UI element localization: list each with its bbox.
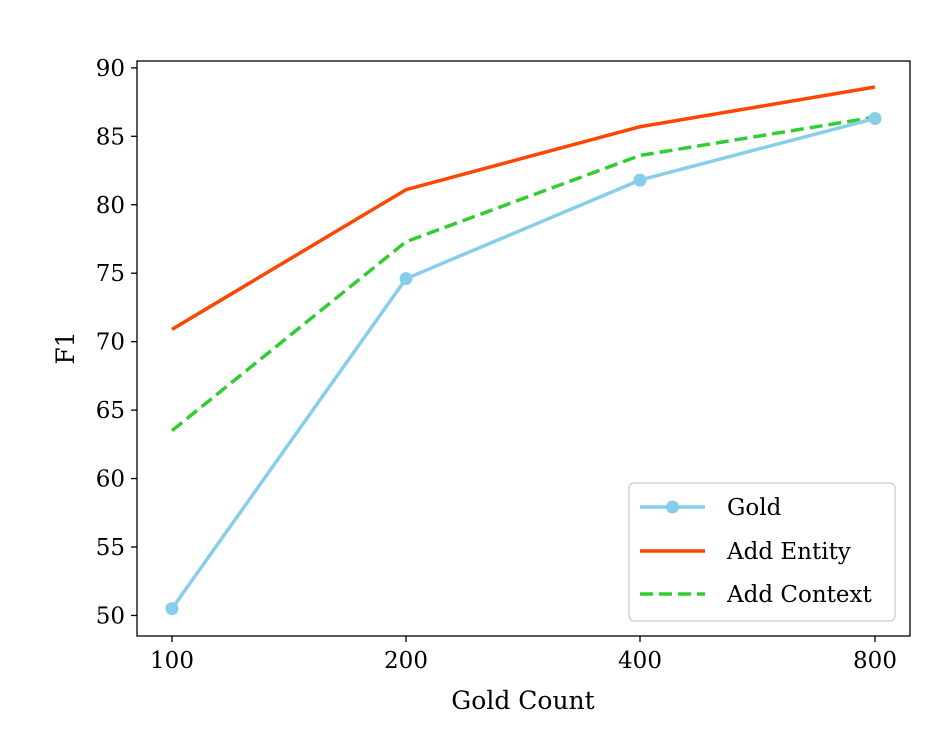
x-tick-label: 800	[853, 648, 897, 674]
y-tick-label: 85	[96, 124, 125, 150]
legend-box	[628, 482, 896, 622]
series-line-add-context	[170, 115, 876, 433]
y-tick-label: 75	[96, 261, 125, 287]
plot-frame	[136, 60, 911, 637]
legend-item-gold: Gold	[640, 495, 782, 521]
legend-item-add-entity: Add Entity	[640, 539, 851, 565]
x-axis: 100 200 400 800	[150, 636, 897, 674]
legend-item-add-context: Add Context	[640, 582, 872, 608]
data-point-gold	[633, 173, 647, 187]
plot-lines	[165, 85, 882, 616]
legend: Gold Add Entity Add Context	[628, 482, 896, 622]
y-tick-label: 50	[96, 603, 125, 629]
data-point-gold	[868, 112, 882, 125]
data-point-gold	[399, 272, 413, 286]
data-point-gold	[165, 602, 179, 616]
y-tick-label: 70	[96, 330, 125, 356]
series-line-add-entity	[171, 85, 876, 331]
x-tick-label: 200	[384, 648, 428, 674]
legend-label: Add Context	[726, 582, 872, 608]
y-tick-label: 80	[96, 193, 125, 219]
legend-marker	[666, 500, 679, 514]
x-tick-label: 100	[150, 648, 194, 674]
legend-label: Gold	[727, 495, 782, 521]
y-axis: 50 55 60 65 70 75 80 85 90	[96, 56, 137, 629]
y-axis-label: F1	[51, 331, 80, 364]
y-tick-label: 55	[96, 535, 125, 561]
x-tick-label: 400	[618, 648, 662, 674]
series-line-gold	[170, 116, 876, 610]
legend-label: Add Entity	[726, 539, 851, 565]
y-tick-label: 65	[96, 398, 125, 424]
x-axis-label: Gold Count	[451, 686, 594, 715]
y-tick-label: 90	[96, 56, 125, 82]
y-tick-label: 60	[96, 467, 125, 493]
